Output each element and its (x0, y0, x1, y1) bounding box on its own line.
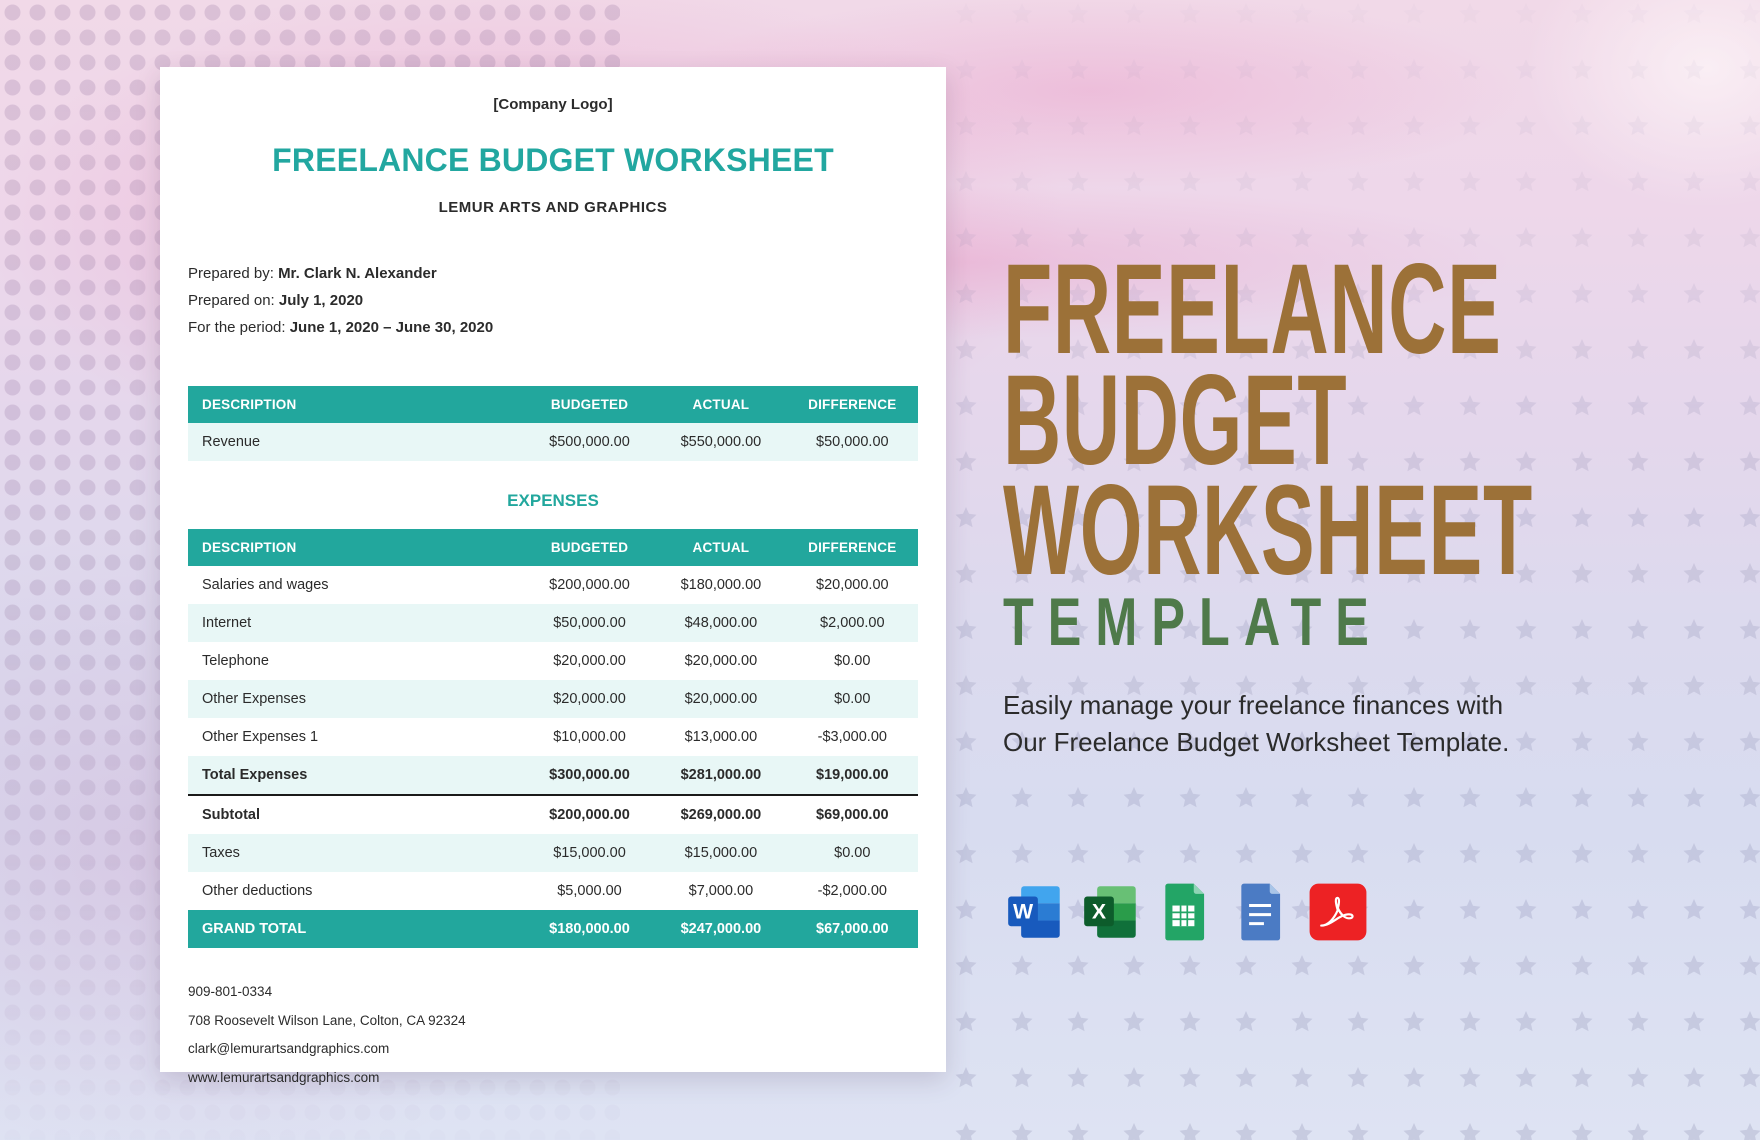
svg-text:W: W (1013, 899, 1034, 923)
svg-text:X: X (1092, 899, 1107, 923)
